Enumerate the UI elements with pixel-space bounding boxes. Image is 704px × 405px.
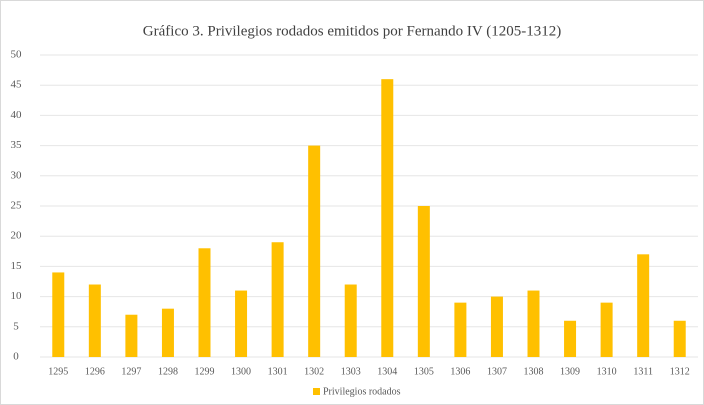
x-tick-label: 1308 bbox=[524, 366, 544, 377]
x-tick-label: 1307 bbox=[487, 366, 507, 377]
y-tick-label: 35 bbox=[11, 139, 23, 151]
bar bbox=[527, 290, 540, 357]
x-tick-label: 1302 bbox=[304, 366, 324, 377]
x-tick-label: 1303 bbox=[341, 366, 361, 377]
y-tick-label: 50 bbox=[11, 49, 23, 61]
bar bbox=[161, 308, 174, 357]
legend-swatch bbox=[313, 388, 320, 395]
bar bbox=[600, 302, 613, 357]
y-tick-label: 30 bbox=[11, 169, 23, 181]
bar bbox=[564, 320, 577, 357]
y-tick-label: 0 bbox=[13, 351, 19, 363]
x-tick-label: 1312 bbox=[670, 366, 690, 377]
x-tick-label: 1301 bbox=[268, 366, 288, 377]
y-tick-label: 10 bbox=[11, 290, 23, 302]
y-tick-label: 5 bbox=[13, 320, 19, 332]
bar bbox=[490, 296, 503, 357]
chart-title: Gráfico 3. Privilegios rodados emitidos … bbox=[143, 23, 561, 39]
x-tick-label: 1297 bbox=[121, 366, 141, 377]
bar bbox=[417, 206, 430, 357]
y-tick-label: 25 bbox=[11, 200, 23, 212]
y-tick-label: 20 bbox=[11, 230, 23, 242]
x-tick-label: 1306 bbox=[450, 366, 470, 377]
bar bbox=[271, 242, 284, 357]
y-tick-label: 15 bbox=[11, 260, 23, 272]
x-tick-label: 1309 bbox=[560, 366, 580, 377]
bar bbox=[673, 320, 686, 357]
x-tick-label: 1305 bbox=[414, 366, 434, 377]
x-tick-label: 1295 bbox=[48, 366, 68, 377]
bar bbox=[344, 284, 357, 357]
x-tick-label: 1310 bbox=[597, 366, 617, 377]
bar bbox=[454, 302, 467, 357]
x-tick-label: 1298 bbox=[158, 366, 178, 377]
y-tick-label: 40 bbox=[11, 109, 23, 121]
y-tick-label: 45 bbox=[11, 79, 23, 91]
x-tick-label: 1296 bbox=[85, 366, 105, 377]
bar bbox=[637, 254, 650, 357]
bar bbox=[381, 79, 394, 357]
bar bbox=[235, 290, 248, 357]
legend-label: Privilegios rodados bbox=[323, 386, 401, 397]
bar bbox=[125, 314, 138, 357]
x-tick-label: 1311 bbox=[633, 366, 653, 377]
bar bbox=[52, 272, 65, 357]
x-tick-label: 1304 bbox=[377, 366, 397, 377]
x-tick-label: 1299 bbox=[195, 366, 215, 377]
bar bbox=[198, 248, 211, 357]
x-tick-label: 1300 bbox=[231, 366, 251, 377]
bar bbox=[88, 284, 101, 357]
bar bbox=[308, 145, 321, 357]
